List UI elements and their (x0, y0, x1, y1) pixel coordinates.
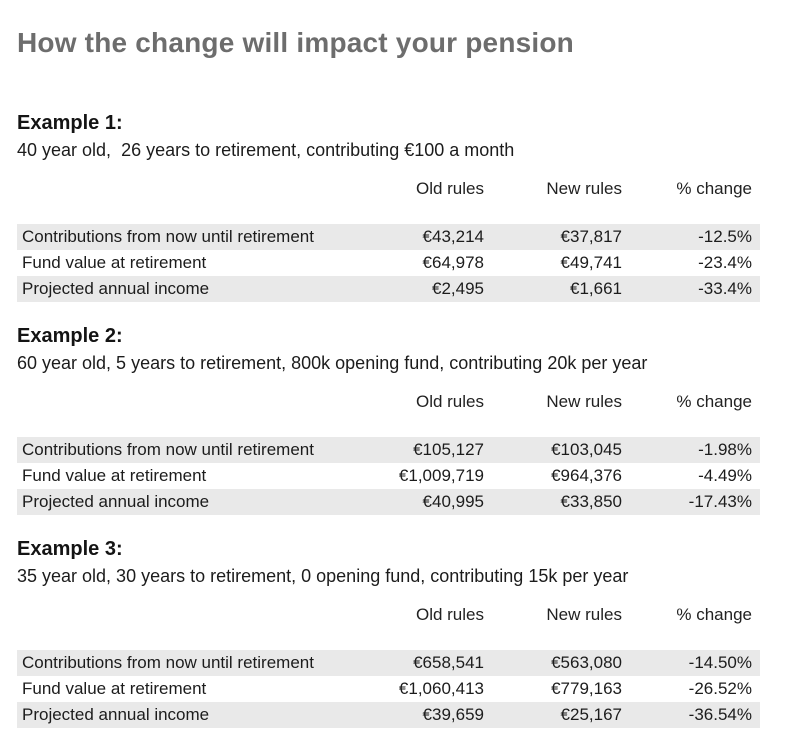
table-row: Contributions from now until retirement … (17, 650, 760, 676)
new-rules-value: €49,741 (560, 253, 622, 272)
example-heading: Example 1: (17, 112, 123, 134)
column-headers: Old rules New rules % change (17, 604, 760, 626)
example-subtitle: 35 year old, 30 years to retirement, 0 o… (17, 566, 629, 586)
column-header-old-rules: Old rules (415, 605, 484, 624)
pct-change-value: -23.4% (698, 253, 752, 272)
new-rules-value: €964,376 (551, 466, 622, 485)
row-label: Projected annual income (22, 492, 210, 511)
new-rules-value: €37,817 (560, 227, 622, 246)
column-header-new-rules: New rules (546, 392, 622, 411)
new-rules-value: €103,045 (551, 440, 622, 459)
pct-change-value: -33.4% (698, 279, 752, 298)
old-rules-value: €1,060,413 (398, 679, 484, 698)
example-1-section: Example 1: 40 year old, 26 years to reti… (17, 110, 760, 302)
pct-change-value: -26.52% (688, 679, 752, 698)
pct-change-value: -36.54% (688, 705, 752, 724)
example-table: Contributions from now until retirement … (17, 437, 760, 515)
row-label: Contributions from now until retirement (22, 227, 314, 246)
old-rules-value: €39,659 (422, 705, 484, 724)
old-rules-value: €105,127 (413, 440, 484, 459)
table-row: Fund value at retirement €1,009,719 €964… (17, 463, 760, 489)
new-rules-value: €1,661 (570, 279, 622, 298)
column-header-spacer (17, 391, 360, 413)
example-heading: Example 2: (17, 325, 123, 347)
table-row: Projected annual income €40,995 €33,850 … (17, 489, 760, 515)
column-header-new-rules: New rules (546, 179, 622, 198)
row-label: Fund value at retirement (22, 466, 207, 485)
column-header-spacer (17, 178, 360, 200)
row-label: Fund value at retirement (22, 679, 207, 698)
table-row: Fund value at retirement €64,978 €49,741… (17, 250, 760, 276)
new-rules-value: €779,163 (551, 679, 622, 698)
column-header-old-rules: Old rules (415, 179, 484, 198)
old-rules-value: €658,541 (413, 653, 484, 672)
row-label: Projected annual income (22, 705, 210, 724)
table-row: Projected annual income €39,659 €25,167 … (17, 702, 760, 728)
new-rules-value: €563,080 (551, 653, 622, 672)
old-rules-value: €43,214 (422, 227, 484, 246)
column-header-pct-change: % change (676, 392, 752, 411)
table-row: Contributions from now until retirement … (17, 224, 760, 250)
pct-change-value: -4.49% (698, 466, 752, 485)
column-headers: Old rules New rules % change (17, 391, 760, 413)
table-row: Contributions from now until retirement … (17, 437, 760, 463)
old-rules-value: €40,995 (422, 492, 484, 511)
column-headers: Old rules New rules % change (17, 178, 760, 200)
column-header-pct-change: % change (676, 179, 752, 198)
pct-change-value: -17.43% (688, 492, 752, 511)
example-2-section: Example 2: 60 year old, 5 years to retir… (17, 323, 760, 515)
old-rules-value: €64,978 (422, 253, 484, 272)
page-title: How the change will impact your pension (17, 27, 574, 58)
old-rules-value: €1,009,719 (398, 466, 484, 485)
column-header-spacer (17, 604, 360, 626)
example-subtitle: 60 year old, 5 years to retirement, 800k… (17, 353, 648, 373)
column-header-pct-change: % change (676, 605, 752, 624)
table-row: Projected annual income €2,495 €1,661 -3… (17, 276, 760, 302)
old-rules-value: €2,495 (432, 279, 484, 298)
example-3-section: Example 3: 35 year old, 30 years to reti… (17, 536, 760, 728)
pct-change-value: -1.98% (698, 440, 752, 459)
column-header-old-rules: Old rules (415, 392, 484, 411)
row-label: Contributions from now until retirement (22, 440, 314, 459)
column-header-new-rules: New rules (546, 605, 622, 624)
pct-change-value: -12.5% (698, 227, 752, 246)
example-heading: Example 3: (17, 538, 123, 560)
new-rules-value: €25,167 (560, 705, 622, 724)
row-label: Contributions from now until retirement (22, 653, 314, 672)
example-table: Contributions from now until retirement … (17, 224, 760, 302)
example-table: Contributions from now until retirement … (17, 650, 760, 728)
pct-change-value: -14.50% (688, 653, 752, 672)
row-label: Fund value at retirement (22, 253, 207, 272)
new-rules-value: €33,850 (560, 492, 622, 511)
row-label: Projected annual income (22, 279, 210, 298)
example-subtitle: 40 year old, 26 years to retirement, con… (17, 140, 515, 160)
table-row: Fund value at retirement €1,060,413 €779… (17, 676, 760, 702)
